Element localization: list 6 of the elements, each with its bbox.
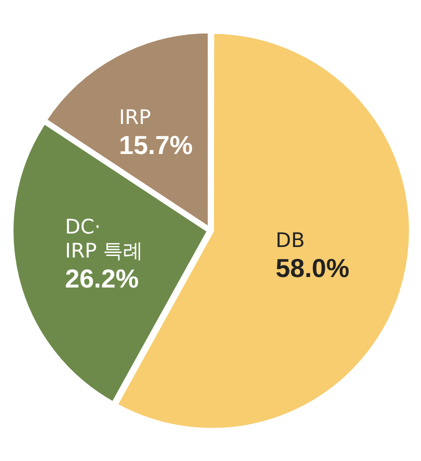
slice-label: IRP: [119, 105, 151, 130]
data-label: 15.7%: [119, 130, 193, 160]
data-label: 58.0%: [276, 252, 350, 283]
slice-label: DC· IRP 특례: [65, 214, 144, 263]
slice-label: DB: [276, 228, 305, 252]
data-label: 26.2%: [65, 264, 139, 294]
